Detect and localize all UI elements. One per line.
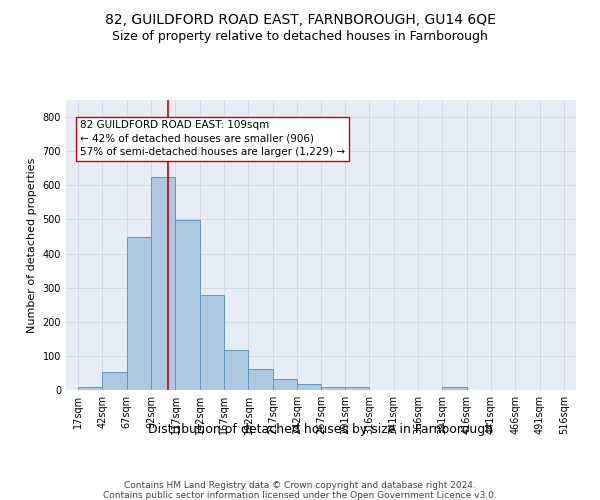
- Bar: [175, 220, 200, 390]
- Bar: [103, 372, 127, 390]
- Bar: [345, 388, 369, 390]
- Text: Distribution of detached houses by size in Farnborough: Distribution of detached houses by size …: [148, 422, 494, 436]
- Bar: [322, 387, 346, 390]
- Bar: [78, 386, 103, 390]
- Bar: [248, 369, 273, 390]
- Bar: [200, 296, 224, 390]
- Bar: [442, 388, 467, 390]
- Bar: [127, 238, 151, 390]
- Text: Contains HM Land Registry data © Crown copyright and database right 2024.: Contains HM Land Registry data © Crown c…: [124, 481, 476, 490]
- Text: Contains public sector information licensed under the Open Government Licence v3: Contains public sector information licen…: [103, 491, 497, 500]
- Bar: [151, 178, 175, 390]
- Bar: [224, 350, 248, 390]
- Text: 82 GUILDFORD ROAD EAST: 109sqm
← 42% of detached houses are smaller (906)
57% of: 82 GUILDFORD ROAD EAST: 109sqm ← 42% of …: [80, 120, 345, 157]
- Bar: [297, 384, 322, 390]
- Text: Size of property relative to detached houses in Farnborough: Size of property relative to detached ho…: [112, 30, 488, 43]
- Bar: [273, 379, 297, 390]
- Text: 82, GUILDFORD ROAD EAST, FARNBOROUGH, GU14 6QE: 82, GUILDFORD ROAD EAST, FARNBOROUGH, GU…: [104, 12, 496, 26]
- Y-axis label: Number of detached properties: Number of detached properties: [27, 158, 37, 332]
